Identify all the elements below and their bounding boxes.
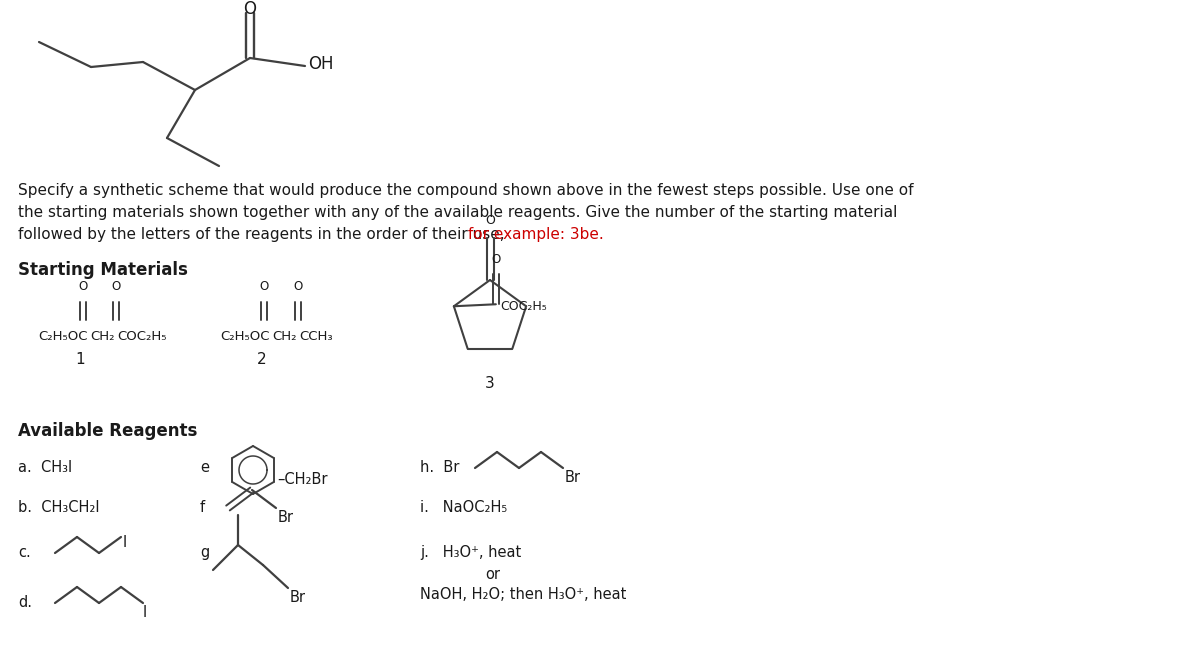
Text: g: g: [200, 545, 209, 560]
Text: CH₂: CH₂: [272, 330, 296, 343]
Text: c.: c.: [18, 545, 31, 560]
Text: C₂H₅OC: C₂H₅OC: [38, 330, 88, 343]
Text: O: O: [293, 280, 302, 293]
Text: I: I: [124, 535, 127, 550]
Text: O: O: [259, 280, 269, 293]
Text: the starting materials shown together with any of the available reagents. Give t: the starting materials shown together wi…: [18, 205, 898, 220]
Text: O: O: [491, 253, 500, 266]
Text: O: O: [485, 214, 494, 227]
Text: CH₂: CH₂: [90, 330, 114, 343]
Text: OH: OH: [308, 55, 334, 73]
Text: e: e: [200, 460, 209, 475]
Text: j.   H₃O⁺, heat: j. H₃O⁺, heat: [420, 545, 521, 560]
Text: f: f: [200, 500, 205, 515]
Text: I: I: [143, 605, 148, 620]
Text: d.: d.: [18, 595, 32, 610]
Text: Starting Materials: Starting Materials: [18, 261, 188, 279]
Text: i.   NaOC₂H₅: i. NaOC₂H₅: [420, 500, 508, 515]
Text: O: O: [78, 280, 88, 293]
Text: or: or: [485, 567, 500, 582]
Text: 3: 3: [485, 376, 494, 391]
Text: Br: Br: [565, 470, 581, 485]
Text: 2: 2: [257, 352, 266, 367]
Text: –CH₂Br: –CH₂Br: [277, 473, 328, 488]
Text: Specify a synthetic scheme that would produce the compound shown above in the fe: Specify a synthetic scheme that would pr…: [18, 183, 913, 198]
Text: followed by the letters of the reagents in the order of their use,: followed by the letters of the reagents …: [18, 227, 505, 242]
Text: Br: Br: [278, 510, 294, 525]
Text: C₂H₅OC: C₂H₅OC: [220, 330, 270, 343]
Text: Available Reagents: Available Reagents: [18, 422, 197, 440]
Text: Br: Br: [290, 590, 306, 605]
Text: O: O: [112, 280, 121, 293]
Text: COC₂H₅: COC₂H₅: [500, 299, 547, 313]
Text: a.  CH₃I: a. CH₃I: [18, 460, 72, 475]
Text: h.  Br: h. Br: [420, 460, 460, 475]
Text: for example: 3be.: for example: 3be.: [463, 227, 604, 242]
Text: COC₂H₅: COC₂H₅: [118, 330, 167, 343]
Text: CCH₃: CCH₃: [299, 330, 332, 343]
Text: NaOH, H₂O; then H₃O⁺, heat: NaOH, H₂O; then H₃O⁺, heat: [420, 587, 626, 602]
Text: O: O: [244, 0, 257, 18]
Text: b.  CH₃CH₂I: b. CH₃CH₂I: [18, 500, 100, 515]
Text: 1: 1: [76, 352, 85, 367]
